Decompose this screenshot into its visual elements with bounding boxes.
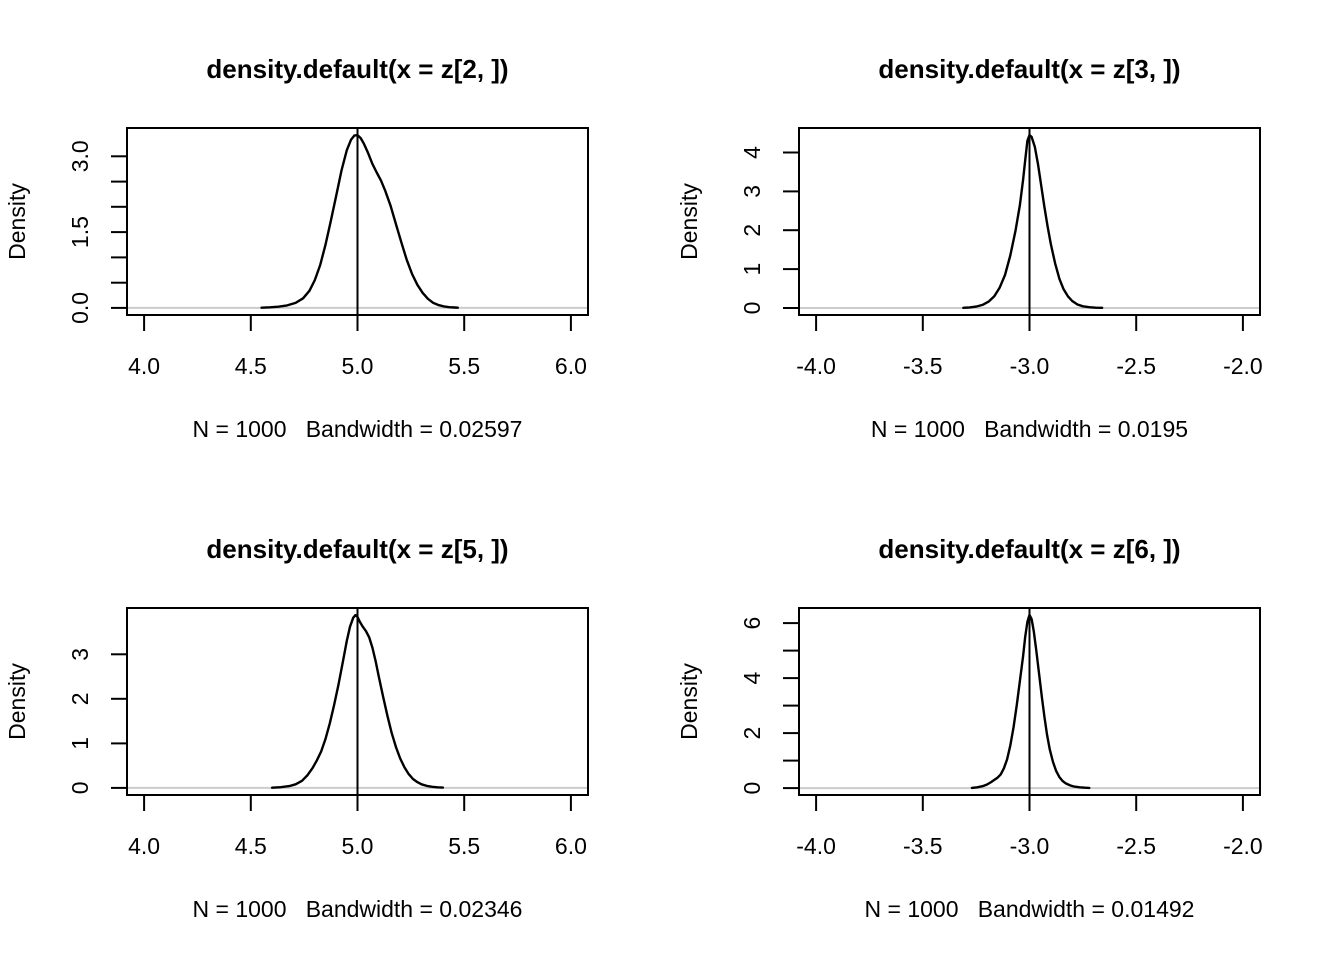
x-tick-label: 4.0 [128,353,160,379]
x-tick-label: 5.0 [342,833,374,859]
x-tick-label: 5.5 [448,353,480,379]
density-plot-svg: 4.0 4.5 5.0 5.5 6.0 0.0 1.5 3.0 density.default(… [4,54,589,442]
x-tick-label: 5.5 [448,833,480,859]
x-tick-label: 4.5 [235,353,267,379]
x-tick-label: -3.0 [1010,833,1050,859]
y-tick-label: 1 [67,737,93,750]
y-tick-label: 1 [739,263,765,276]
density-panel-z3: -4.0 -3.5 -3.0 -2.5 -2.0 0 1 2 3 4 density.default… [672,0,1344,480]
density-panel-z5: 4.0 4.5 5.0 5.5 6.0 0 1 2 3 density.default(x = z… [0,480,672,960]
x-tick-label: 4.5 [235,833,267,859]
x-tick-label: -3.0 [1010,353,1050,379]
plot-subtitle: N = 1000 Bandwidth = 0.01492 [865,896,1195,922]
y-tick-label: 2 [67,692,93,705]
x-tick-label: -4.0 [796,353,836,379]
x-tick-label: 4.0 [128,833,160,859]
y-axis-label: Density [4,183,30,260]
y-tick-label: 4 [739,671,765,684]
plot-box [798,127,1261,316]
x-tick-label: -3.5 [903,833,943,859]
x-tick-label: 6.0 [555,353,587,379]
y-tick-label: 2 [739,727,765,740]
x-tick-label: 5.0 [342,353,374,379]
density-plot-svg: 4.0 4.5 5.0 5.5 6.0 0 1 2 3 density.default(x = z… [4,534,589,922]
density-plot-svg: -4.0 -3.5 -3.0 -2.5 -2.0 0 1 2 3 4 density.default… [676,54,1263,442]
plot-title: density.default(x = z[2, ]) [206,54,508,84]
x-tick-label: -2.5 [1116,833,1156,859]
plot-box [126,607,589,796]
y-tick-label: 0 [67,782,93,795]
x-tick-label: -3.5 [903,353,943,379]
x-tick-label: -2.0 [1223,353,1263,379]
y-axis-label: Density [4,663,30,740]
plot-title: density.default(x = z[3, ]) [878,54,1180,84]
y-tick-label: 2 [739,224,765,237]
x-tick-label: -2.5 [1116,353,1156,379]
y-tick-label: 4 [739,146,765,159]
density-curve [270,613,445,789]
density-curve [970,613,1091,790]
plot-title: density.default(x = z[6, ]) [878,534,1180,564]
density-plot-svg: -4.0 -3.5 -3.0 -2.5 -2.0 0 2 4 6 density.default(… [676,534,1263,922]
density-panel-z6: -4.0 -3.5 -3.0 -2.5 -2.0 0 2 4 6 density.default(… [672,480,1344,960]
density-curve [260,133,459,309]
plot-subtitle: N = 1000 Bandwidth = 0.02597 [193,416,523,442]
x-tick-label: 6.0 [555,833,587,859]
x-tick-label: -4.0 [796,833,836,859]
y-tick-label: 3.0 [67,140,93,172]
y-axis-label: Density [676,183,702,260]
density-curve [962,133,1104,309]
y-tick-label: 0 [739,302,765,315]
y-axis-label: Density [676,663,702,740]
plot-subtitle: N = 1000 Bandwidth = 0.02346 [193,896,523,922]
y-tick-label: 3 [739,185,765,198]
y-tick-label: 3 [67,648,93,661]
plot-subtitle: N = 1000 Bandwidth = 0.0195 [871,416,1188,442]
y-tick-label: 6 [739,617,765,630]
plot-box [798,607,1261,796]
y-tick-label: 0.0 [67,292,93,324]
y-tick-label: 1.5 [67,216,93,248]
y-tick-label: 0 [739,782,765,795]
x-tick-label: -2.0 [1223,833,1263,859]
density-panel-z2: 4.0 4.5 5.0 5.5 6.0 0.0 1.5 3.0 density.default(… [0,0,672,480]
plot-title: density.default(x = z[5, ]) [206,534,508,564]
plot-box [126,127,589,316]
